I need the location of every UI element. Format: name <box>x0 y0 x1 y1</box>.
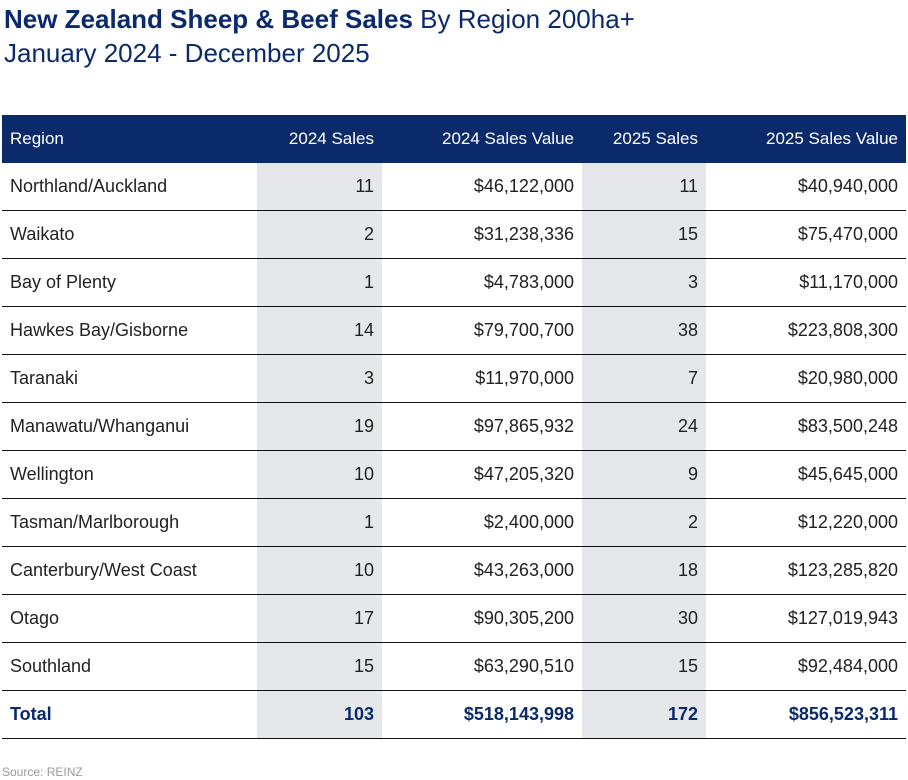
sales-2025-cell: 9 <box>582 450 706 499</box>
value-2024-cell: $2,400,000 <box>382 498 582 547</box>
sales-2025-cell: 24 <box>582 402 706 451</box>
value-2025-cell: $45,645,000 <box>706 450 906 499</box>
sales-2024-cell: 1 <box>257 258 382 307</box>
title-main: New Zealand Sheep & Beef Sales <box>4 4 413 34</box>
sales-2025-cell: 11 <box>582 163 706 211</box>
value-2025-cell: $11,170,000 <box>706 258 906 307</box>
value-2024-cell: $90,305,200 <box>382 594 582 643</box>
table-row: Bay of Plenty 1 $4,783,000 3 $11,170,000 <box>2 258 906 307</box>
table-body: Northland/Auckland 11 $46,122,000 11 $40,940… <box>2 163 906 739</box>
region-cell: Otago <box>2 594 257 643</box>
region-cell: Canterbury/West Coast <box>2 546 257 595</box>
column-header-2025-sales-value: 2025 Sales Value <box>706 115 906 163</box>
value-2025-cell: $223,808,300 <box>706 306 906 355</box>
value-2024-cell: $518,143,998 <box>382 690 582 739</box>
sales-2024-cell: 10 <box>257 546 382 595</box>
page-title: New Zealand Sheep & Beef Sales By Region… <box>4 4 635 34</box>
value-2025-cell: $20,980,000 <box>706 354 906 403</box>
region-cell: Hawkes Bay/Gisborne <box>2 306 257 355</box>
value-2025-cell: $75,470,000 <box>706 210 906 259</box>
region-cell: Bay of Plenty <box>2 258 257 307</box>
table-row: Tasman/Marlborough 1 $2,400,000 2 $12,220,00… <box>2 498 906 547</box>
sales-2024-cell: 19 <box>257 402 382 451</box>
sales-2024-cell: 2 <box>257 210 382 259</box>
sales-2025-cell: 38 <box>582 306 706 355</box>
value-2024-cell: $47,205,320 <box>382 450 582 499</box>
table-row: Taranaki 3 $11,970,000 7 $20,980,000 <box>2 354 906 403</box>
sales-2025-cell: 15 <box>582 642 706 691</box>
value-2025-cell: $123,285,820 <box>706 546 906 595</box>
sales-2025-cell: 3 <box>582 258 706 307</box>
column-header-2024-sales: 2024 Sales <box>257 115 382 163</box>
date-range-subtitle: January 2024 - December 2025 <box>4 38 370 68</box>
table-row: Waikato 2 $31,238,336 15 $75,470,000 <box>2 210 906 259</box>
value-2025-cell: $40,940,000 <box>706 163 906 211</box>
table-row: Otago 17 $90,305,200 30 $127,019,943 <box>2 594 906 643</box>
sales-2025-cell: 2 <box>582 498 706 547</box>
sales-2025-cell: 7 <box>582 354 706 403</box>
sales-2025-cell: 172 <box>582 690 706 739</box>
sales-2024-cell: 10 <box>257 450 382 499</box>
region-cell: Waikato <box>2 210 257 259</box>
value-2024-cell: $31,238,336 <box>382 210 582 259</box>
table-row: Southland 15 $63,290,510 15 $92,484,000 <box>2 642 906 691</box>
sales-2024-cell: 3 <box>257 354 382 403</box>
sales-2024-cell: 17 <box>257 594 382 643</box>
value-2024-cell: $11,970,000 <box>382 354 582 403</box>
table-row: Hawkes Bay/Gisborne 14 $79,700,700 38 $223,8… <box>2 306 906 355</box>
region-cell: Total <box>2 690 257 739</box>
value-2024-cell: $4,783,000 <box>382 258 582 307</box>
table-header: Region 2024 Sales 2024 Sales Value 2025 … <box>2 115 906 163</box>
sales-table: Region 2024 Sales 2024 Sales Value 2025 … <box>2 115 906 739</box>
value-2024-cell: $97,865,932 <box>382 402 582 451</box>
column-header-2024-sales-value: 2024 Sales Value <box>382 115 582 163</box>
table-row: Manawatu/Whanganui 19 $97,865,932 24 $83,500… <box>2 402 906 451</box>
column-header-region: Region <box>2 115 257 163</box>
sales-2024-cell: 15 <box>257 642 382 691</box>
value-2025-cell: $856,523,311 <box>706 690 906 739</box>
value-2025-cell: $127,019,943 <box>706 594 906 643</box>
region-cell: Manawatu/Whanganui <box>2 402 257 451</box>
sales-2025-cell: 15 <box>582 210 706 259</box>
table-row: Northland/Auckland 11 $46,122,000 11 $40,940… <box>2 163 906 211</box>
title-qualifier: By Region 200ha+ <box>420 4 635 34</box>
value-2025-cell: $92,484,000 <box>706 642 906 691</box>
region-cell: Southland <box>2 642 257 691</box>
sales-2025-cell: 18 <box>582 546 706 595</box>
value-2024-cell: $79,700,700 <box>382 306 582 355</box>
column-header-2025-sales: 2025 Sales <box>582 115 706 163</box>
sales-2024-cell: 1 <box>257 498 382 547</box>
value-2025-cell: $83,500,248 <box>706 402 906 451</box>
value-2024-cell: $63,290,510 <box>382 642 582 691</box>
region-cell: Tasman/Marlborough <box>2 498 257 547</box>
region-cell: Taranaki <box>2 354 257 403</box>
sales-2025-cell: 30 <box>582 594 706 643</box>
value-2025-cell: $12,220,000 <box>706 498 906 547</box>
sales-2024-cell: 14 <box>257 306 382 355</box>
value-2024-cell: $43,263,000 <box>382 546 582 595</box>
region-cell: Wellington <box>2 450 257 499</box>
source-note: Source: REINZ <box>2 765 83 779</box>
sales-2024-cell: 11 <box>257 163 382 211</box>
region-cell: Northland/Auckland <box>2 163 257 211</box>
value-2024-cell: $46,122,000 <box>382 163 582 211</box>
table-row: Wellington 10 $47,205,320 9 $45,645,000 <box>2 450 906 499</box>
sales-2024-cell: 103 <box>257 690 382 739</box>
total-row: Total 103 $518,143,998 172 $856,523,311 <box>2 690 906 739</box>
table-row: Canterbury/West Coast 10 $43,263,000 18 $123… <box>2 546 906 595</box>
